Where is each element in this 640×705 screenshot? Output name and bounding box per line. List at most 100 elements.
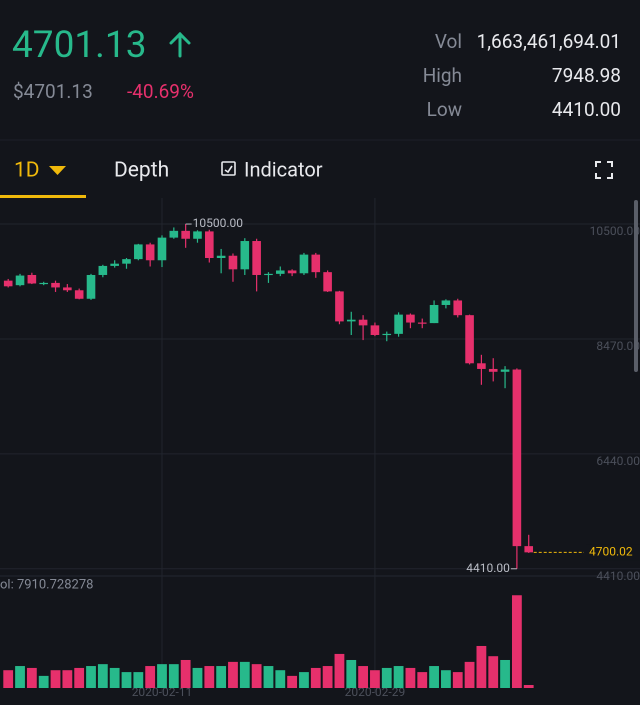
price-usd: $4701.13 xyxy=(13,80,93,103)
candle-body xyxy=(299,254,309,274)
volume-bar xyxy=(157,664,167,688)
volume-bar xyxy=(204,666,215,688)
candle-body xyxy=(169,230,179,238)
price-change: -40.69% xyxy=(127,80,194,103)
volume-bar xyxy=(488,656,499,688)
volume-bar xyxy=(476,645,487,688)
candle-body xyxy=(417,322,427,324)
candle-body xyxy=(181,230,190,239)
volume-bar xyxy=(251,664,262,688)
candle-body xyxy=(500,369,510,372)
tab-indicator[interactable]: Indicator xyxy=(244,157,323,181)
vol-value: 1,663,461,694.01 xyxy=(477,30,621,53)
candle-body xyxy=(27,274,37,284)
candle-body xyxy=(228,255,238,270)
volume-bar xyxy=(322,666,333,688)
volume-bar xyxy=(26,667,37,688)
low-label: Low xyxy=(427,98,462,121)
volume-bar xyxy=(109,667,120,688)
candle-body xyxy=(145,244,155,261)
candle-body xyxy=(216,255,226,259)
last-price-bg xyxy=(586,544,640,561)
volume-bar xyxy=(97,664,108,688)
volume-bar xyxy=(393,666,404,688)
volume-bar xyxy=(133,672,144,688)
candle-body xyxy=(86,274,96,299)
volume-bar xyxy=(216,666,227,688)
volume-bar xyxy=(405,667,416,688)
volume-bar xyxy=(500,659,510,688)
vol-label: Vol xyxy=(435,30,462,53)
volume-bar xyxy=(381,667,392,688)
volume-bar xyxy=(15,666,25,688)
candle-body xyxy=(382,333,392,336)
indicator-icon[interactable] xyxy=(221,161,236,176)
candle-body xyxy=(98,265,108,275)
dropdown-arrow[interactable] xyxy=(49,166,66,175)
candle-body xyxy=(524,546,534,553)
candle-body xyxy=(275,270,285,274)
volume-bar xyxy=(74,667,85,688)
candle-body xyxy=(51,282,60,288)
y-tick-label: 4410.00 xyxy=(596,569,640,583)
candle-body xyxy=(122,259,131,264)
tab-depth[interactable]: Depth xyxy=(114,159,169,183)
high-value: 7948.98 xyxy=(552,64,621,87)
last-price: 4701.13 xyxy=(12,24,147,67)
candle-body xyxy=(441,300,451,305)
min-marker-label: 4410.00 xyxy=(466,561,510,575)
volume-bar xyxy=(50,670,61,688)
candle-body xyxy=(488,368,498,372)
volume-bar xyxy=(239,661,250,688)
volume-bar xyxy=(370,670,380,688)
volume-bar xyxy=(310,667,321,688)
candle-body xyxy=(323,272,332,292)
volume-bar xyxy=(511,595,522,688)
candle-body xyxy=(287,270,297,274)
volume-label: ol: 7910.728278 xyxy=(0,577,93,592)
candle-body xyxy=(264,273,273,276)
y-tick-label: 10500.00 xyxy=(590,224,640,238)
candle-body xyxy=(465,315,474,364)
candle-body xyxy=(39,282,48,285)
candle-body xyxy=(429,304,439,324)
candle-body xyxy=(205,231,214,259)
x-tick-label: 2020-02-11 xyxy=(132,685,193,699)
volume-bar xyxy=(417,672,428,688)
volume-bar xyxy=(358,666,368,688)
candle-body xyxy=(346,319,356,322)
volume-bar xyxy=(334,653,345,688)
candle-body xyxy=(193,231,202,239)
candle-body xyxy=(311,254,321,273)
high-label: High xyxy=(423,64,462,87)
volume-bar xyxy=(464,661,475,688)
volume-bar xyxy=(441,670,451,688)
candle-body xyxy=(512,369,522,547)
candle-body xyxy=(3,280,13,287)
candle-body xyxy=(477,363,486,369)
low-value: 4410.00 xyxy=(552,98,621,121)
volume-bar xyxy=(523,685,534,688)
candle-body xyxy=(63,287,72,291)
volume-bar xyxy=(121,672,132,688)
volume-bar xyxy=(275,670,286,688)
candle-body xyxy=(335,291,344,322)
y-tick-label: 6440.00 xyxy=(596,454,640,468)
last-price-label: 4700.02 xyxy=(589,545,633,559)
candle-body xyxy=(157,237,167,261)
tab-underline xyxy=(0,195,86,198)
fullscreen-icon[interactable] xyxy=(595,161,613,179)
y-tick-label: 8470.00 xyxy=(596,339,640,353)
volume-bar xyxy=(180,659,191,688)
x-tick-label: 2020-02-29 xyxy=(345,685,406,699)
volume-bar xyxy=(168,664,179,688)
candle-body xyxy=(252,241,261,275)
tab-1d[interactable]: 1D xyxy=(14,159,40,183)
volume-bar xyxy=(346,659,357,688)
volume-bar xyxy=(287,675,298,688)
candle-body xyxy=(453,300,463,316)
volume-bar xyxy=(299,672,309,688)
volume-bar xyxy=(62,670,73,688)
